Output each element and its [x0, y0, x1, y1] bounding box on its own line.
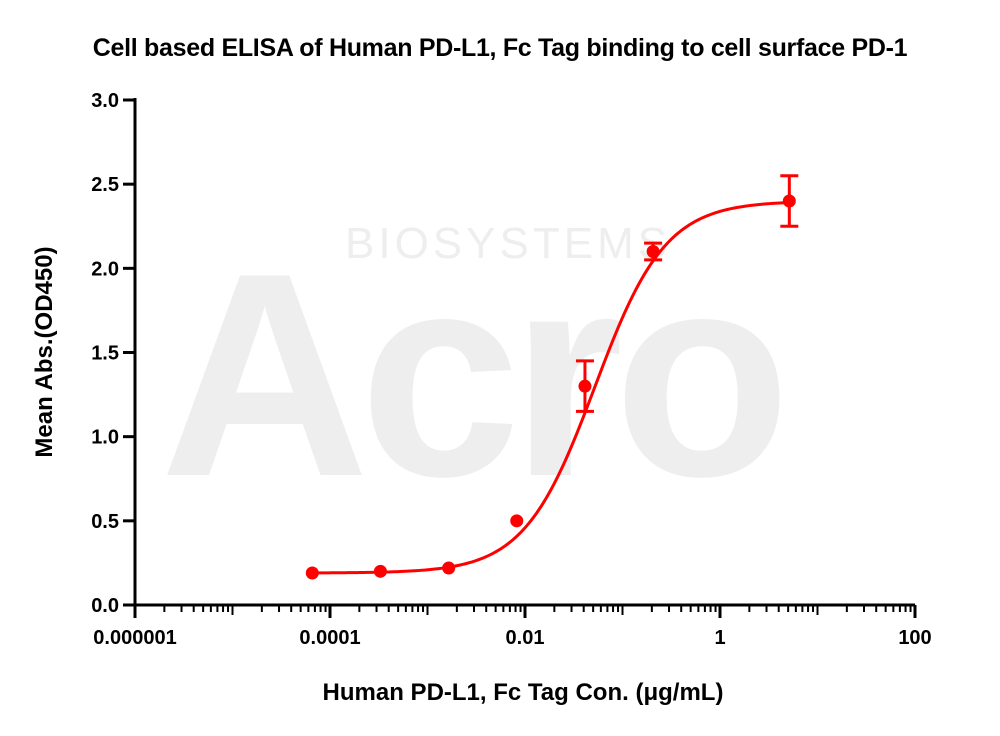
- x-axis-title: Human PD-L1, Fc Tag Con. (μg/mL): [323, 679, 724, 706]
- data-point: [646, 245, 660, 258]
- y-axis-title: Mean Abs.(OD450): [31, 246, 58, 457]
- fit-curve: [312, 201, 790, 575]
- axes: 0.0 0.5 1.0 1.5 2.0 2.5 3.0 0.000001 0.0001 0.01 1…: [91, 90, 932, 649]
- chart-title: Cell based ELISA of Human PD-L1, Fc Tag …: [92, 34, 908, 62]
- watermark-logo-text: Acro: [160, 213, 781, 537]
- data-point: [578, 379, 592, 393]
- x-tick-label: 0.0001: [299, 627, 360, 649]
- data-points-layer: [305, 174, 799, 580]
- y-tick-label: 2.5: [91, 174, 119, 196]
- data-point: [782, 194, 796, 208]
- y-tick-label: 0.0: [91, 595, 119, 617]
- x-tick-label: 0.000001: [93, 627, 176, 649]
- y-tick-label: 3.0: [91, 90, 119, 112]
- watermark-sub-text: BIOSYSTEMS: [345, 219, 671, 268]
- x-tick-label: 0.01: [506, 627, 545, 649]
- data-point: [305, 566, 319, 580]
- x-tick-label: 1: [714, 627, 725, 649]
- data-point: [510, 514, 524, 528]
- data-point: [442, 561, 456, 575]
- y-tick-label: 1.5: [91, 343, 119, 365]
- x-tick-label: 100: [898, 627, 931, 649]
- acro-biosystems-watermark: Acro BIOSYSTEMS: [160, 213, 791, 537]
- y-tick-label: 0.5: [91, 511, 119, 533]
- y-tick-label: 2.0: [91, 258, 119, 280]
- data-point: [373, 564, 387, 578]
- y-tick-label: 1.0: [91, 427, 119, 449]
- fit-curve-layer: [312, 201, 790, 575]
